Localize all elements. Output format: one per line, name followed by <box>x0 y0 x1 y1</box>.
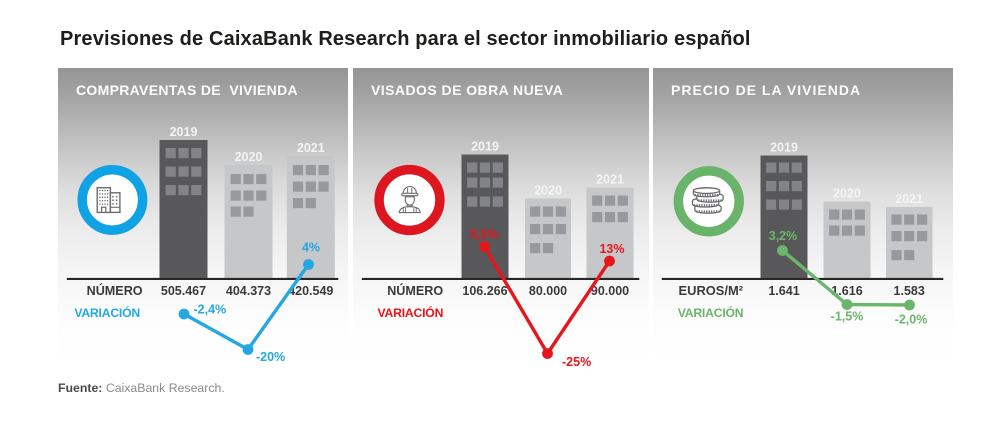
svg-text:404.373: 404.373 <box>226 284 271 298</box>
svg-text:2021: 2021 <box>596 173 624 187</box>
svg-text:VARIACIÓN: VARIACIÓN <box>678 305 744 320</box>
svg-text:4%: 4% <box>302 241 320 255</box>
svg-text:-25%: -25% <box>562 355 591 369</box>
svg-text:-2,4%: -2,4% <box>194 303 227 317</box>
svg-text:Previsiones de CaixaBank Resea: Previsiones de CaixaBank Research para e… <box>60 28 751 50</box>
svg-text:2019: 2019 <box>471 140 499 154</box>
svg-text:VISADOS DE OBRA NUEVA: VISADOS DE OBRA NUEVA <box>371 82 563 98</box>
svg-text:1.583: 1.583 <box>894 284 925 298</box>
svg-text:2019: 2019 <box>770 141 798 155</box>
svg-text:-20%: -20% <box>256 350 285 364</box>
svg-text:-1,5%: -1,5% <box>831 310 864 324</box>
svg-text:3,2%: 3,2% <box>769 229 798 243</box>
svg-text:COMPRAVENTAS DE VIVIENDA: COMPRAVENTAS DE VIVIENDA <box>76 82 298 98</box>
svg-text:PRECIO DE LA VIVIENDA: PRECIO DE LA VIVIENDA <box>671 82 861 98</box>
svg-text:2021: 2021 <box>895 192 923 206</box>
svg-text:2020: 2020 <box>534 184 562 198</box>
svg-text:106.266: 106.266 <box>462 284 507 298</box>
svg-text:VARIACIÓN: VARIACIÓN <box>74 305 140 320</box>
svg-text:90.000: 90.000 <box>591 284 629 298</box>
svg-text:2019: 2019 <box>170 125 198 139</box>
svg-text:420.549: 420.549 <box>288 284 333 298</box>
svg-text:2020: 2020 <box>235 150 263 164</box>
svg-text:1.616: 1.616 <box>831 284 862 298</box>
svg-text:80.000: 80.000 <box>529 284 567 298</box>
svg-text:Fuente: CaixaBank Research.: Fuente: CaixaBank Research. <box>58 381 225 395</box>
svg-text:NÚMERO: NÚMERO <box>387 283 443 298</box>
svg-text:1.641: 1.641 <box>768 284 799 298</box>
svg-text:13%: 13% <box>599 242 624 256</box>
svg-text:2021: 2021 <box>297 141 325 155</box>
svg-text:VARIACIÓN: VARIACIÓN <box>378 305 444 320</box>
svg-text:NÚMERO: NÚMERO <box>87 283 143 298</box>
svg-text:505.467: 505.467 <box>161 284 206 298</box>
svg-text:5,5%: 5,5% <box>470 228 499 242</box>
svg-text:2020: 2020 <box>833 187 861 201</box>
svg-text:EUROS/M²: EUROS/M² <box>679 283 744 298</box>
svg-text:-2,0%: -2,0% <box>895 313 928 327</box>
